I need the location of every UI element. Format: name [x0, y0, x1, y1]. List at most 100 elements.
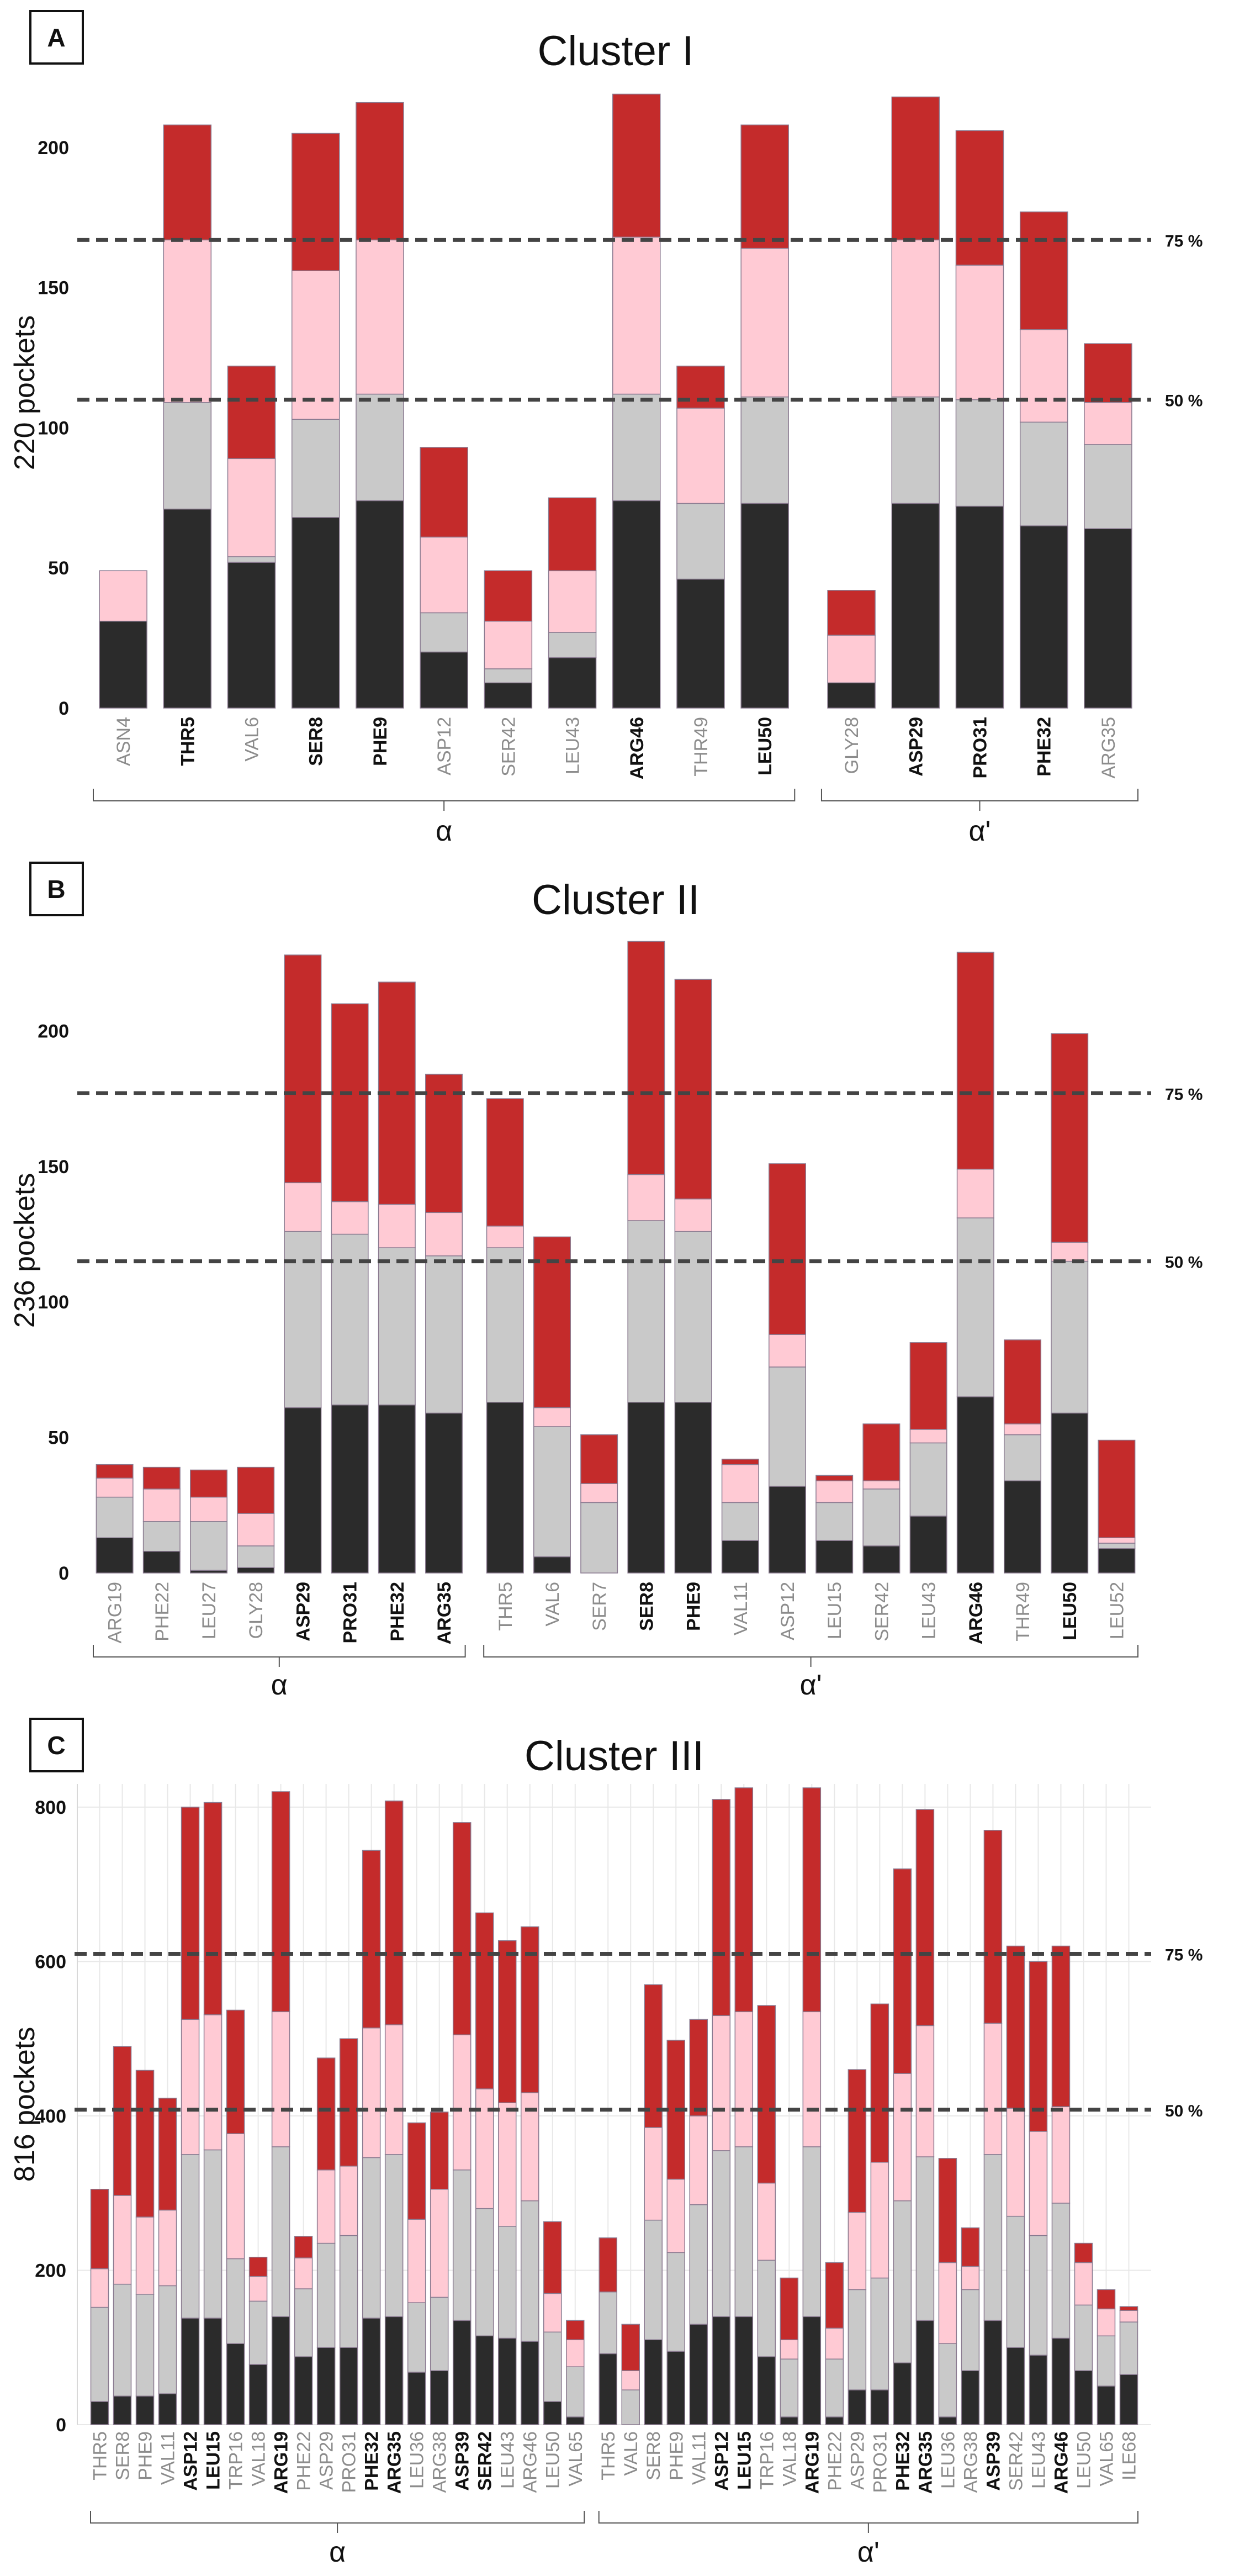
bar-segment: [666, 2252, 686, 2352]
bar-segment: [533, 1236, 571, 1408]
bar-segment: [870, 2162, 889, 2279]
bar-segment: [893, 2200, 912, 2363]
bar-segment: [237, 1513, 275, 1546]
bar-segment: [757, 2260, 776, 2357]
x-tick-label: ARG46: [1051, 2431, 1072, 2494]
chart-title: Cluster III: [525, 1733, 704, 1780]
bar-segment: [1074, 2242, 1093, 2263]
bar-segment: [1119, 2306, 1138, 2311]
bar-segment: [1074, 2370, 1093, 2425]
x-tick-label: PHE32: [387, 1582, 408, 1641]
bar-segment: [203, 2318, 223, 2425]
bar-segment: [909, 1429, 947, 1444]
bar-segment: [955, 505, 1004, 709]
bar-segment: [780, 2277, 799, 2341]
bar-segment: [452, 2169, 472, 2321]
bar-segment: [983, 2154, 1003, 2321]
x-tick-label: ASP39: [452, 2431, 473, 2491]
bar-segment: [1019, 525, 1068, 709]
bar-segment: [802, 2146, 822, 2318]
bar-segment: [1051, 2337, 1071, 2425]
x-tick-label: LEU43: [497, 2431, 518, 2489]
bar-segment: [316, 2347, 336, 2425]
bar-segment: [294, 2236, 313, 2258]
x-tick-label: ASP12: [777, 1582, 798, 1640]
bar-segment: [915, 1809, 935, 2026]
bar-segment: [90, 2401, 109, 2425]
x-tick-label: PRO31: [339, 2431, 360, 2493]
bar-segment: [676, 408, 725, 504]
bar-segment: [1004, 1423, 1041, 1435]
bar-segment: [612, 93, 661, 238]
y-tick-label: 0: [59, 698, 69, 719]
bar-segment: [1084, 444, 1132, 529]
group-bracket: [93, 1645, 466, 1657]
bar-segment: [815, 1480, 854, 1503]
bar-segment: [689, 2204, 708, 2325]
bar-segment: [802, 1787, 822, 2013]
bar-segment: [827, 635, 876, 684]
bar-segment: [644, 2127, 663, 2221]
bar-segment: [983, 2023, 1003, 2155]
bar-segment: [1006, 2108, 1025, 2217]
bar-segment: [226, 2133, 245, 2260]
bar-segment: [425, 1255, 463, 1414]
bar-segment: [484, 668, 533, 684]
bar-segment: [384, 2154, 404, 2318]
bar-segment: [339, 2347, 358, 2425]
group-label: α': [968, 815, 991, 847]
bar-segment: [543, 2293, 562, 2333]
bar-segment: [163, 402, 212, 510]
bar-segment: [862, 1423, 901, 1481]
x-tick-label: LEU43: [919, 1582, 940, 1639]
bar-segment: [163, 239, 212, 403]
bar-segment: [203, 1802, 223, 2015]
bar-segment: [740, 247, 789, 398]
bar-segment: [452, 2034, 472, 2171]
bar-segment: [331, 1003, 369, 1202]
panel-badge-label: C: [47, 1731, 65, 1760]
bar-segment: [1051, 2106, 1071, 2204]
x-tick-label: LEU15: [203, 2431, 224, 2490]
bar-segment: [497, 2226, 517, 2339]
bar-segment: [769, 1163, 806, 1335]
bar-segment: [484, 682, 533, 709]
bar-segment: [891, 239, 940, 398]
bar-segment: [90, 2188, 109, 2269]
bar-segment: [1074, 2304, 1093, 2371]
x-tick-label: THR5: [177, 717, 198, 766]
x-tick-label: LEU50: [1073, 2431, 1094, 2489]
x-tick-label: SER42: [1005, 2431, 1026, 2491]
bar-segment: [190, 1521, 227, 1571]
bar-segment: [712, 2150, 731, 2318]
y-tick-label: 200: [38, 138, 69, 159]
bar-segment: [362, 2157, 381, 2319]
bar-segment: [848, 2211, 867, 2290]
bar-segment: [566, 2416, 585, 2425]
bar-segment: [955, 265, 1004, 400]
bar-segment: [644, 2219, 663, 2341]
bar-segment: [780, 2416, 799, 2425]
bar-segment: [1019, 421, 1068, 526]
bar-segment: [1019, 211, 1068, 330]
panel-c-chart: C Cluster III 0 200 400 600 800 816 pockets 75 %…: [9, 1718, 1203, 2568]
x-tick-label: ILE68: [1119, 2431, 1140, 2480]
x-tick-label: LEU43: [1028, 2431, 1049, 2489]
bar-segment: [938, 2343, 957, 2417]
y-axis-label: 816 pockets: [9, 2027, 41, 2182]
bar-segment: [407, 2122, 426, 2220]
x-tick-label: THR49: [1013, 1582, 1034, 1641]
bar-segment: [486, 1247, 524, 1403]
bar-segment: [142, 1550, 181, 1574]
x-tick-label: PHE9: [135, 2431, 156, 2480]
bar-segment: [271, 2316, 290, 2425]
x-tick-label: ARG19: [271, 2431, 292, 2494]
bar-segment: [1019, 329, 1068, 423]
bar-segment: [158, 2285, 177, 2394]
bar-segment: [227, 562, 276, 709]
bar-segment: [181, 2318, 200, 2425]
bar-segment: [1029, 2355, 1048, 2425]
bar-segment: [362, 2318, 381, 2425]
y-tick-label: 400: [35, 2106, 66, 2127]
bar-segment: [862, 1488, 901, 1546]
